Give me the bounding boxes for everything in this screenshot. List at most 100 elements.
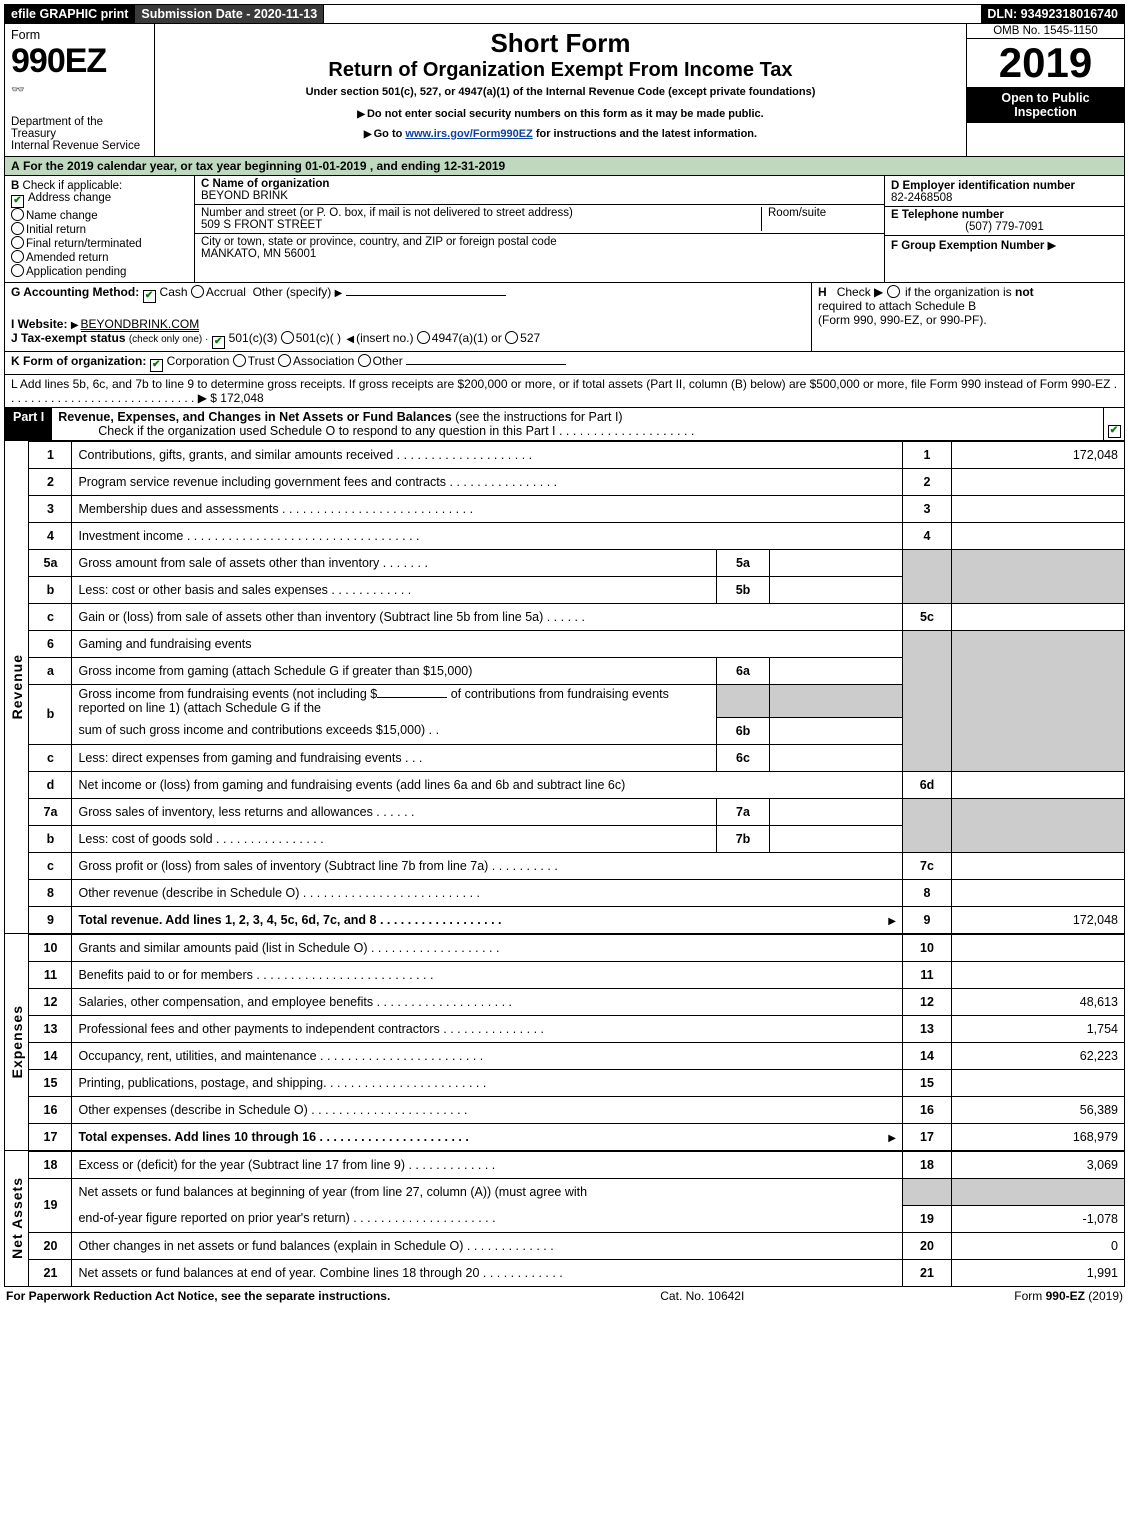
side-netassets-label: Net Assets: [9, 1177, 25, 1259]
line-A-text: For the 2019 calendar year, or tax year …: [23, 159, 505, 173]
F-label: F Group Exemption Number: [891, 240, 1044, 252]
revenue-table: 1Contributions, gifts, grants, and simil…: [28, 441, 1125, 934]
room-suite-label: Room/suite: [761, 207, 878, 231]
part-I-title: Revenue, Expenses, and Changes in Net As…: [58, 410, 455, 424]
line-17-val: 168,979: [952, 1123, 1125, 1150]
lbl-other: Other: [373, 354, 403, 368]
city-label: City or town, state or province, country…: [201, 236, 557, 248]
line-18-val: 3,069: [952, 1151, 1125, 1178]
lbl-application-pending: Application pending: [26, 266, 126, 278]
chk-501c3[interactable]: ✔: [212, 336, 225, 349]
line-17-desc: Total expenses. Add lines 10 through 16 …: [78, 1130, 468, 1144]
line-8-desc: Other revenue (describe in Schedule O) .…: [72, 879, 903, 906]
chk-initial-return[interactable]: [11, 222, 24, 235]
lbl-association: Association: [293, 354, 354, 368]
org-name: BEYOND BRINK: [201, 190, 288, 202]
part-I-instr: (see the instructions for Part I): [455, 410, 622, 424]
line-2-val: [952, 469, 1125, 496]
line-18-desc: Excess or (deficit) for the year (Subtra…: [72, 1151, 903, 1178]
H-not: not: [1015, 285, 1034, 299]
line-1-desc: Contributions, gifts, grants, and simila…: [72, 442, 903, 469]
form-code: 990EZ: [11, 42, 148, 81]
lbl-501c3: 501(c)(3): [229, 331, 278, 345]
line-6b-amount-input[interactable]: [377, 697, 447, 698]
footer: For Paperwork Reduction Act Notice, see …: [4, 1287, 1125, 1305]
H-label: H: [818, 285, 827, 299]
line-7b-desc: Less: cost of goods sold . . . . . . . .…: [72, 825, 717, 852]
lbl-initial-return: Initial return: [26, 224, 86, 236]
chk-address-change[interactable]: ✔: [11, 195, 24, 208]
entity-box: B Check if applicable: ✔Address change N…: [4, 176, 1125, 283]
line-5a-subval: [770, 550, 903, 577]
chk-part-I-schedule-o[interactable]: ✔: [1108, 425, 1121, 438]
line-7c-val: [952, 852, 1125, 879]
L-text: L Add lines 5b, 6c, and 7b to line 9 to …: [11, 377, 1117, 405]
chk-final-return[interactable]: [11, 236, 24, 249]
chk-amended-return[interactable]: [11, 250, 24, 263]
side-netassets: Net Assets: [4, 1151, 28, 1287]
chk-trust[interactable]: [233, 354, 246, 367]
chk-application-pending[interactable]: [11, 264, 24, 277]
other-specify-input[interactable]: [346, 295, 506, 296]
chk-corporation[interactable]: ✔: [150, 359, 163, 372]
line-16-val: 56,389: [952, 1096, 1125, 1123]
chk-association[interactable]: [278, 354, 291, 367]
D-label: D Employer identification number: [891, 180, 1075, 192]
line-13-val: 1,754: [952, 1015, 1125, 1042]
line-L: L Add lines 5b, 6c, and 7b to line 9 to …: [4, 375, 1125, 408]
lbl-amended-return: Amended return: [26, 252, 108, 264]
street-value: 509 S FRONT STREET: [201, 219, 322, 231]
line-5c-val: [952, 604, 1125, 631]
chk-name-change[interactable]: [11, 208, 24, 221]
efile-print-cell[interactable]: efile GRAPHIC print: [5, 5, 135, 23]
line-K: K Form of organization: ✔Corporation Tru…: [4, 352, 1125, 375]
chk-4947[interactable]: [417, 331, 430, 344]
goto-link[interactable]: www.irs.gov/Form990EZ: [405, 128, 532, 140]
E-label: E Telephone number: [891, 209, 1004, 221]
no-ssn-line: Do not enter social security numbers on …: [367, 108, 764, 120]
line-21-val: 1,991: [952, 1259, 1125, 1286]
form-word: Form: [11, 28, 148, 42]
chk-H[interactable]: [887, 285, 900, 298]
form-header: Form 990EZ 👓 Department of the Treasury …: [4, 24, 1125, 157]
ein-value: 82-2468508: [891, 192, 952, 204]
side-revenue: Revenue: [4, 441, 28, 934]
irs-label: Internal Revenue Service: [11, 140, 148, 152]
box-B-label: Check if applicable:: [23, 180, 123, 192]
website-value[interactable]: BEYONDBRINK.COM: [81, 317, 200, 332]
chk-cash[interactable]: ✔: [143, 290, 156, 303]
chk-501c[interactable]: [281, 331, 294, 344]
line-8-val: [952, 879, 1125, 906]
footer-center: Cat. No. 10642I: [660, 1289, 744, 1303]
line-12-desc: Salaries, other compensation, and employ…: [72, 988, 903, 1015]
lbl-name-change: Name change: [26, 210, 98, 222]
lbl-address-change: Address change: [28, 192, 111, 204]
line-12-val: 48,613: [952, 988, 1125, 1015]
line-11-val: [952, 961, 1125, 988]
top-bar: efile GRAPHIC print Submission Date - 20…: [4, 4, 1125, 24]
K-other-input[interactable]: [406, 364, 566, 365]
lbl-501c: 501(c)( ): [296, 331, 341, 345]
lbl-final-return: Final return/terminated: [26, 238, 142, 250]
chk-accrual[interactable]: [191, 285, 204, 298]
line-19-desc2: end-of-year figure reported on prior yea…: [72, 1205, 903, 1232]
lbl-insert-no: (insert no.): [356, 331, 413, 345]
chk-other[interactable]: [358, 354, 371, 367]
line-19-desc: Net assets or fund balances at beginning…: [72, 1178, 903, 1205]
line-20-val: 0: [952, 1232, 1125, 1259]
line-6b-subval: [770, 717, 903, 744]
line-4-desc: Investment income . . . . . . . . . . . …: [72, 523, 903, 550]
line-6c-desc: Less: direct expenses from gaming and fu…: [72, 744, 717, 771]
netassets-table: 18Excess or (deficit) for the year (Subt…: [28, 1151, 1125, 1287]
line-11-desc: Benefits paid to or for members . . . . …: [72, 961, 903, 988]
line-2-desc: Program service revenue including govern…: [72, 469, 903, 496]
line-5a-desc: Gross amount from sale of assets other t…: [72, 550, 717, 577]
box-B: B Check if applicable: ✔Address change N…: [5, 176, 195, 282]
omb-number: OMB No. 1545-1150: [967, 24, 1124, 39]
K-label: K Form of organization:: [11, 354, 146, 368]
line-10-val: [952, 934, 1125, 961]
footer-right-pre: Form: [1014, 1289, 1045, 1303]
chk-527[interactable]: [505, 331, 518, 344]
short-form-title: Short Form: [163, 28, 958, 59]
H-check: Check ▶: [837, 285, 884, 299]
